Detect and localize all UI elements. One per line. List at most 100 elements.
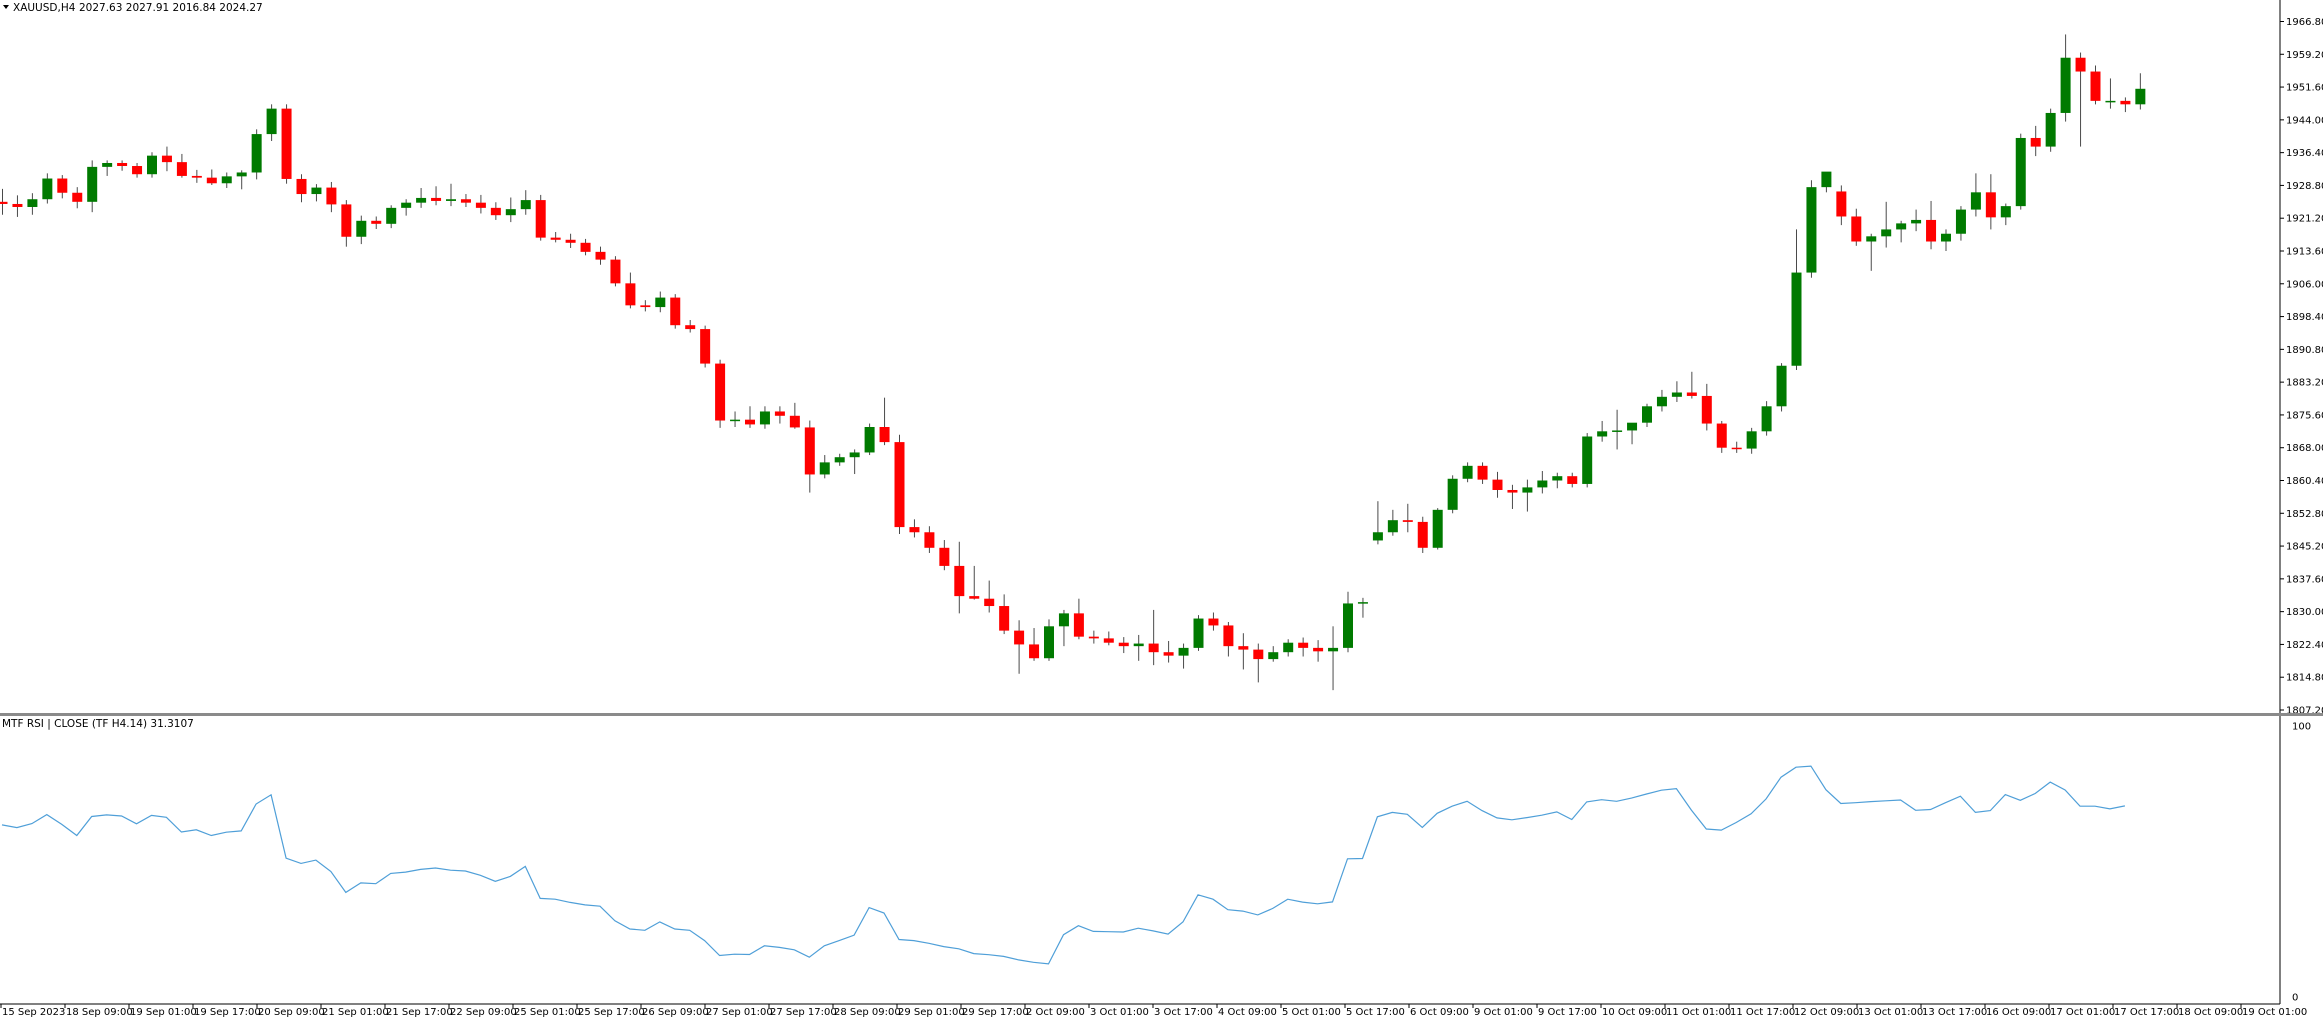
time-tick-label: 19 Sep 17:00 xyxy=(194,1007,261,1018)
time-tick-label: 3 Oct 17:00 xyxy=(1154,1007,1213,1018)
bull-candle-body xyxy=(1881,229,1892,237)
bear-candle-body xyxy=(774,411,785,416)
bull-candle-body xyxy=(356,220,367,237)
bear-candle-body xyxy=(132,166,143,175)
time-tick-label: 5 Oct 01:00 xyxy=(1282,1007,1341,1018)
bear-candle-body xyxy=(1507,489,1518,493)
bull-candle-body xyxy=(520,200,531,210)
bull-candle-body xyxy=(1133,643,1144,647)
bull-candle-body xyxy=(1537,480,1548,488)
time-tick-label: 2 Oct 09:00 xyxy=(1026,1007,1085,1018)
bear-candle-body xyxy=(535,200,546,238)
price-tick-label: 1906.00 xyxy=(2286,279,2323,290)
bull-candle-body xyxy=(1866,236,1877,242)
bull-candle-body xyxy=(759,411,770,425)
bull-candle-body xyxy=(1746,431,1757,449)
time-tick-label: 21 Sep 01:00 xyxy=(322,1007,389,1018)
bear-candle-body xyxy=(879,427,890,443)
time-tick-label: 27 Sep 01:00 xyxy=(706,1007,773,1018)
bear-candle-body xyxy=(700,329,711,364)
bull-candle-body xyxy=(1193,618,1204,648)
bear-candle-body xyxy=(954,565,965,597)
bear-candle-body xyxy=(72,192,83,202)
price-axis-ticks: 1966.80 1959.20 1951.60 1944.00 1936.40 1928.… xyxy=(2280,17,2323,717)
time-tick-label: 11 Oct 17:00 xyxy=(1730,1007,1795,1018)
bear-candle-body xyxy=(12,203,23,207)
price-tick-label: 1898.40 xyxy=(2286,312,2323,323)
price-tick-label: 1944.00 xyxy=(2286,115,2323,126)
bull-candle-body xyxy=(1178,647,1189,656)
ohlc-readout: 2027.63 2027.91 2016.84 2024.27 xyxy=(79,2,263,14)
bear-candle-body xyxy=(281,108,292,179)
price-tick-label: 1845.20 xyxy=(2286,542,2323,553)
panel-separator[interactable] xyxy=(0,713,2323,716)
bear-candle-body xyxy=(176,162,187,176)
bear-candle-body xyxy=(789,415,800,428)
bear-candle-body xyxy=(1298,642,1309,648)
bull-candle-body xyxy=(1432,509,1443,548)
bear-candle-body xyxy=(1492,479,1503,490)
bear-candle-body xyxy=(625,283,636,306)
bear-candle-body xyxy=(296,178,307,195)
bear-candle-body xyxy=(1402,520,1413,522)
bull-candle-body xyxy=(1522,487,1533,493)
time-tick-label: 13 Oct 01:00 xyxy=(1858,1007,1923,1018)
bull-candle-body xyxy=(1896,223,1907,230)
bear-candle-body xyxy=(1118,642,1129,647)
bear-candle-body xyxy=(685,325,696,330)
bear-candle-body xyxy=(1238,646,1249,650)
bull-candle-body xyxy=(655,297,666,308)
bull-candle-body xyxy=(2060,57,2071,113)
bull-candle-body xyxy=(819,462,830,475)
bull-candle-body xyxy=(1821,171,1832,188)
rsi-line xyxy=(1,765,2126,965)
bull-candle-body xyxy=(1447,478,1458,510)
bull-candle-body xyxy=(1582,436,1593,484)
indicator-panel[interactable]: MTF RSI | CLOSE (TF H4.14) 31.3107 100 0 xyxy=(1,716,2311,1004)
bull-candle-body xyxy=(147,155,157,175)
bull-candle-body xyxy=(266,108,277,135)
bull-candle-body xyxy=(1058,613,1069,627)
time-tick-label: 9 Oct 01:00 xyxy=(1474,1007,1533,1018)
bull-candle-body xyxy=(834,457,845,463)
rsi-series xyxy=(1,765,2126,965)
bear-candle-body xyxy=(580,242,591,252)
bull-candle-body xyxy=(730,419,741,422)
bull-candle-body xyxy=(1612,430,1623,432)
bear-candle-body xyxy=(1014,630,1025,645)
bear-candle-body xyxy=(804,427,815,475)
rsi-tick-label: 0 xyxy=(2292,993,2298,1004)
bull-candle-body xyxy=(251,134,262,173)
bear-candle-body xyxy=(1313,647,1324,652)
time-tick-label: 18 Sep 09:00 xyxy=(66,1007,133,1018)
time-tick-label: 25 Sep 17:00 xyxy=(578,1007,645,1018)
bear-candle-body xyxy=(595,251,606,260)
price-tick-label: 1936.40 xyxy=(2286,148,2323,159)
price-panel[interactable]: 1966.80 1959.20 1951.60 1944.00 1936.40 1928.… xyxy=(0,0,2323,717)
price-tick-label: 1883.20 xyxy=(2286,378,2323,389)
bear-candle-body xyxy=(640,305,651,308)
indicator-title: MTF RSI | CLOSE (TF H4.14) 31.3107 xyxy=(2,718,194,730)
bull-candle-body xyxy=(1044,626,1054,659)
bull-candle-body xyxy=(1387,520,1398,533)
time-tick-label: 29 Sep 01:00 xyxy=(898,1007,965,1018)
bear-candle-body xyxy=(161,155,172,163)
bull-candle-body xyxy=(1671,392,1682,397)
bear-candle-body xyxy=(431,197,442,201)
bull-candle-body xyxy=(1791,272,1802,366)
time-tick-label: 4 Oct 09:00 xyxy=(1218,1007,1277,1018)
bear-candle-body xyxy=(1985,192,1996,218)
bear-candle-body xyxy=(670,297,681,326)
bear-candle-body xyxy=(909,527,920,533)
bull-candle-body xyxy=(1552,476,1563,481)
triangle-down-icon[interactable] xyxy=(3,5,9,9)
time-tick-label: 17 Oct 17:00 xyxy=(2114,1007,2179,1018)
time-tick-label: 20 Sep 09:00 xyxy=(258,1007,325,1018)
time-tick-label: 10 Oct 09:00 xyxy=(1602,1007,1667,1018)
bull-candle-body xyxy=(849,452,860,458)
bull-candle-body xyxy=(2105,100,2116,103)
bull-candle-body xyxy=(1462,465,1473,479)
time-tick-label: 6 Oct 09:00 xyxy=(1410,1007,1469,1018)
bear-candle-body xyxy=(475,202,486,208)
